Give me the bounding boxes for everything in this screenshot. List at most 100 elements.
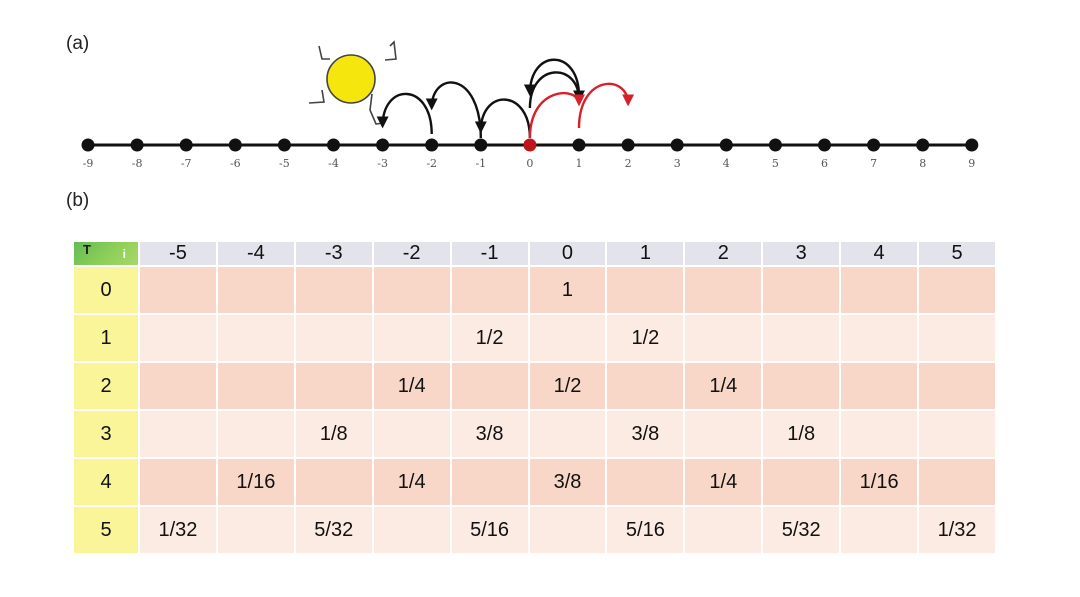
number-line-point	[179, 138, 193, 152]
probability-cell	[449, 361, 530, 411]
probability-cell	[761, 361, 842, 411]
probability-cell	[683, 313, 764, 363]
panel-label-b: (b)	[66, 190, 90, 211]
probability-cell: 5/16	[605, 505, 686, 555]
hop-arrow	[474, 98, 532, 139]
probability-cell	[293, 361, 374, 411]
probability-cell	[138, 313, 218, 363]
probability-cell	[761, 265, 842, 315]
probability-cell: 1/4	[683, 361, 764, 411]
panel-label-a: (a)	[66, 33, 90, 54]
number-line-point	[130, 138, 144, 152]
row-header: 4	[72, 457, 140, 507]
number-line-point	[768, 138, 782, 152]
number-line-point	[228, 138, 242, 152]
number-line-tick-label: 4	[723, 157, 730, 170]
number-line-point	[327, 138, 340, 152]
hop-arrow	[577, 82, 635, 129]
number-line-tick-label: 0	[526, 157, 533, 170]
number-line-tick-label: -5	[279, 157, 290, 170]
probability-cell	[371, 265, 452, 315]
probability-cell	[371, 313, 452, 363]
probability-cell	[683, 265, 764, 315]
probability-cell	[761, 313, 842, 363]
sun-walker-icon	[308, 40, 397, 125]
probability-cell	[839, 313, 920, 363]
probability-cell: 1/8	[293, 409, 374, 459]
column-header: 1	[605, 240, 686, 267]
probability-cell	[527, 409, 608, 459]
number-line-point	[719, 138, 733, 152]
row-header: 1	[72, 313, 140, 363]
row-header: 5	[72, 505, 140, 555]
probability-cell	[917, 409, 997, 459]
probability-cell: 1/8	[761, 409, 842, 459]
number-line-point	[376, 138, 390, 152]
column-axis-label: i	[122, 247, 126, 261]
probability-cell	[917, 313, 997, 363]
table-header-row: T i -5 -4 -3 -2 -1 0 1 2 3 4 5	[72, 240, 997, 267]
column-header: -3	[293, 240, 374, 267]
probability-cell	[293, 265, 374, 315]
number-line-point	[425, 138, 439, 152]
number-line-point	[818, 138, 831, 152]
table-row: 2 1/4 1/2 1/4	[72, 361, 997, 411]
column-header: 3	[761, 240, 842, 267]
probability-cell: 3/8	[449, 409, 530, 459]
column-header: 2	[683, 240, 764, 267]
probability-cell: 1/2	[605, 313, 686, 363]
probability-cell	[293, 457, 374, 507]
table-row: 1 1/2 1/2	[72, 313, 997, 363]
number-line-point	[277, 138, 291, 152]
probability-cell	[371, 409, 452, 459]
row-header: 2	[72, 361, 140, 411]
probability-cell: 3/8	[605, 409, 686, 459]
probability-cell	[138, 265, 218, 315]
probability-cell	[917, 361, 997, 411]
probability-cell	[605, 361, 686, 411]
table-corner-cell: T i	[72, 240, 140, 267]
probability-cell	[215, 409, 296, 459]
probability-cell: 1/4	[683, 457, 764, 507]
number-line-point	[621, 138, 635, 152]
probability-cell: 1/2	[449, 313, 530, 363]
hop-arrow	[425, 81, 482, 139]
number-line-point	[523, 138, 537, 152]
probability-cell	[839, 409, 920, 459]
probability-cell	[371, 505, 452, 555]
number-line-tick-label: 1	[576, 157, 583, 170]
probability-cell: 1/32	[138, 505, 218, 555]
number-line-point	[81, 138, 95, 152]
table-row: 4 1/16 1/4 3/8 1/4 1/16	[72, 457, 997, 507]
number-line-tick-label: 6	[821, 157, 828, 170]
probability-cell	[215, 313, 296, 363]
probability-cell	[839, 265, 920, 315]
number-line-tick-label: -3	[377, 157, 388, 170]
number-line-tick-label: -7	[181, 157, 192, 170]
probability-cell	[138, 409, 218, 459]
number-line-point	[867, 138, 881, 152]
number-line-tick-label: -8	[132, 157, 143, 170]
probability-cell: 1/16	[215, 457, 296, 507]
probability-cell: 5/32	[761, 505, 842, 555]
probability-cell	[917, 265, 997, 315]
table-row: 5 1/32 5/32 5/16 5/16 5/32 1/32	[72, 505, 997, 555]
number-line-tick-label: -1	[475, 157, 486, 170]
probability-cell: 5/16	[449, 505, 530, 555]
row-axis-label: T	[83, 242, 91, 257]
probability-cell: 1/16	[839, 457, 920, 507]
probability-cell	[449, 265, 530, 315]
hop-arrow	[528, 91, 585, 139]
column-header: -2	[371, 240, 452, 267]
number-line-point	[916, 138, 930, 152]
probability-cell: 1/4	[371, 457, 452, 507]
probability-cell	[527, 313, 608, 363]
probability-cell	[449, 457, 530, 507]
number-line-point	[670, 138, 684, 152]
probability-cell	[683, 409, 764, 459]
probability-cell	[138, 457, 218, 507]
number-line-tick-label: 3	[674, 157, 681, 170]
table-row: 3 1/8 3/8 3/8 1/8	[72, 409, 997, 459]
row-header: 3	[72, 409, 140, 459]
